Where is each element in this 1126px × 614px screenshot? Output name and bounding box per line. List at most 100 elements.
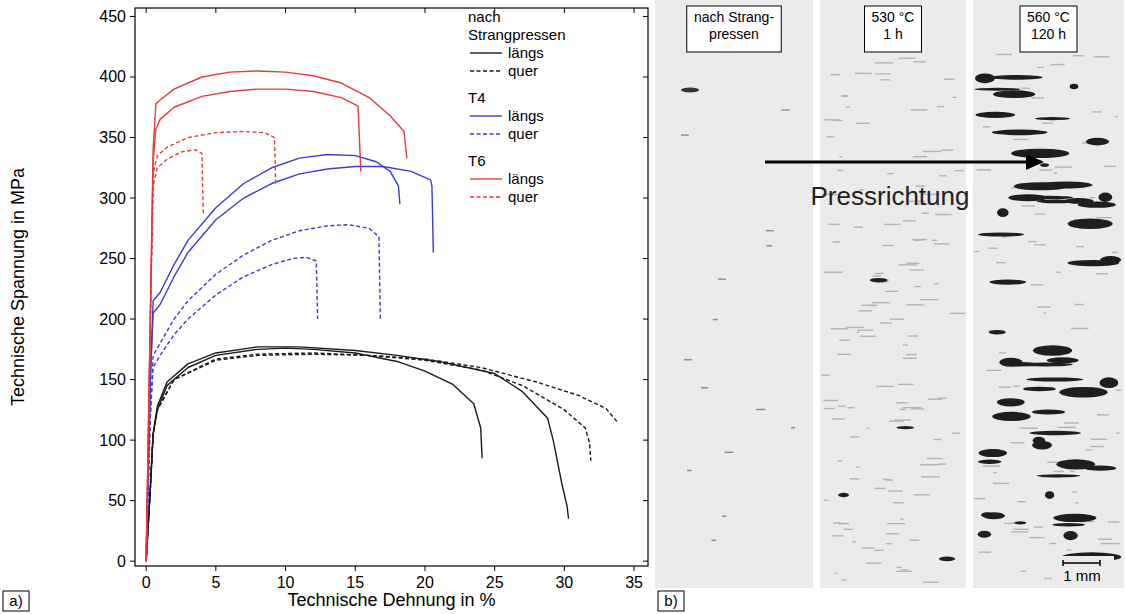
- streak: [899, 264, 917, 265]
- header-box: [1020, 6, 1077, 52]
- y-tick-right: [643, 440, 648, 441]
- streak: [831, 74, 841, 75]
- streak: [911, 109, 928, 110]
- streak: [824, 408, 834, 409]
- streak: [993, 483, 1009, 484]
- streak: [1021, 87, 1030, 88]
- streak: [881, 79, 890, 80]
- pore: [1014, 182, 1068, 190]
- streak: [874, 550, 883, 551]
- streak: [914, 494, 930, 495]
- micrograph-label: 120 h: [1031, 26, 1066, 42]
- streak: [1098, 539, 1112, 540]
- header-box: [865, 6, 922, 52]
- y-tick-label: 450: [99, 8, 126, 25]
- streak: [906, 263, 919, 264]
- pore: [1099, 377, 1118, 388]
- y-tick: [130, 258, 135, 259]
- y-tick-right: [643, 500, 648, 501]
- pore: [992, 412, 1030, 421]
- streak: [1090, 197, 1095, 198]
- pore: [978, 460, 1002, 464]
- streak: [896, 402, 908, 403]
- streak: [866, 428, 869, 429]
- x-tick-label: 25: [486, 574, 504, 591]
- streak: [1067, 549, 1072, 550]
- streak: [756, 409, 765, 410]
- streak: [911, 408, 924, 409]
- streak: [821, 374, 830, 375]
- streak: [923, 151, 941, 152]
- legend: nachStrangpressenlängsquerT4längsquerT6l…: [468, 8, 566, 205]
- pore: [979, 449, 1007, 457]
- streak: [914, 286, 920, 287]
- streak: [859, 310, 873, 311]
- streak: [886, 533, 900, 534]
- streak: [1101, 543, 1120, 544]
- streak: [828, 224, 839, 225]
- streak: [866, 562, 882, 563]
- pore: [1040, 163, 1049, 167]
- streak: [1022, 205, 1035, 206]
- panel-letter-box: [658, 591, 684, 611]
- stress-strain-curve: [146, 71, 407, 561]
- micrograph-label: pressen: [709, 26, 759, 42]
- x-tick: [355, 566, 356, 571]
- streak: [1094, 56, 1109, 57]
- streak: [766, 245, 772, 246]
- streak: [908, 335, 919, 336]
- streak: [875, 488, 886, 489]
- streak: [912, 239, 926, 240]
- streak: [974, 498, 986, 499]
- streak: [1035, 213, 1045, 214]
- streak: [1029, 537, 1045, 538]
- streak: [993, 472, 997, 473]
- streak: [1097, 414, 1108, 415]
- streak: [833, 241, 841, 242]
- streak: [923, 582, 939, 583]
- pore: [681, 88, 699, 93]
- y-tick-label: 350: [99, 129, 126, 146]
- streak: [897, 567, 902, 568]
- streak: [1011, 442, 1025, 443]
- legend-swatch: [470, 133, 502, 134]
- streak: [944, 79, 955, 80]
- pore: [1011, 149, 1069, 158]
- pore: [1052, 523, 1084, 526]
- x-tick-top: [146, 8, 147, 13]
- streak: [901, 569, 908, 570]
- streak: [1053, 173, 1057, 174]
- streak: [684, 359, 692, 360]
- pore: [939, 556, 955, 561]
- stress-strain-curve: [146, 89, 361, 561]
- streak: [932, 240, 937, 241]
- y-tick-right: [643, 561, 648, 562]
- streak: [896, 571, 912, 572]
- streak: [1031, 97, 1044, 98]
- streak: [885, 479, 893, 480]
- pore: [990, 279, 1027, 284]
- stress-strain-curve: [146, 154, 400, 561]
- x-tick-label: 0: [142, 574, 151, 591]
- streak: [1037, 306, 1051, 307]
- streak: [850, 478, 860, 479]
- streak: [827, 136, 834, 137]
- streak: [913, 156, 927, 157]
- x-tick-label: 10: [277, 574, 295, 591]
- streak: [974, 251, 980, 252]
- streak: [1091, 439, 1107, 440]
- axes: 0510152025303505010015020025030035040045…: [8, 8, 648, 610]
- pore: [1035, 117, 1070, 120]
- streak: [1043, 123, 1053, 124]
- pore: [1032, 441, 1052, 449]
- streak: [977, 169, 991, 170]
- streak: [1092, 111, 1102, 112]
- streak: [1031, 284, 1044, 285]
- streak: [847, 407, 854, 408]
- pore: [1098, 193, 1112, 202]
- x-tick-top: [634, 8, 635, 13]
- pore: [1068, 218, 1113, 229]
- pore: [1063, 531, 1077, 540]
- streak: [831, 535, 843, 536]
- streak: [900, 409, 906, 410]
